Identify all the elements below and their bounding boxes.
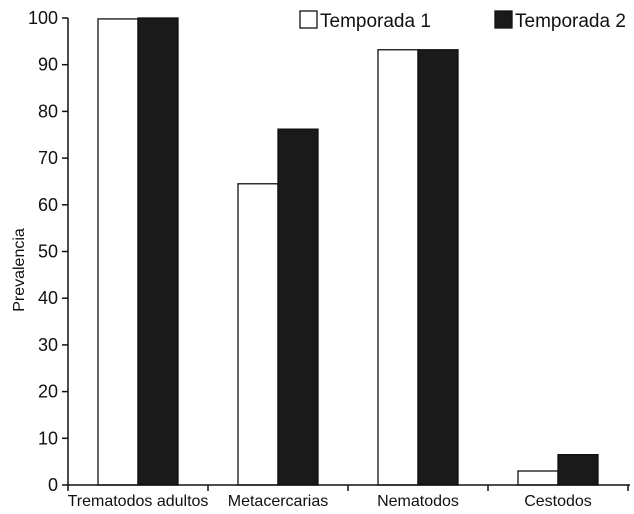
bar-1-1 bbox=[97, 18, 139, 486]
x-category-label: Metacercarias bbox=[228, 493, 328, 510]
bar-2-3 bbox=[417, 49, 459, 486]
legend-swatch-2 bbox=[494, 10, 513, 29]
y-axis-title: Prevalencia bbox=[11, 228, 28, 312]
legend-label-2: Temporada 2 bbox=[515, 11, 626, 32]
y-tick-label: 60 bbox=[38, 195, 58, 215]
bar-2-1 bbox=[137, 17, 179, 486]
y-tick-label: 10 bbox=[38, 428, 58, 448]
legend-label-1: Temporada 1 bbox=[320, 11, 431, 32]
y-tick-label: 80 bbox=[38, 101, 58, 121]
x-category-label: Trematodos adultos bbox=[68, 493, 209, 510]
legend: Temporada 1 Temporada 2 bbox=[299, 10, 626, 32]
y-tick-label: 30 bbox=[38, 335, 58, 355]
y-tick-label: 70 bbox=[38, 148, 58, 168]
bar-1-2 bbox=[237, 183, 279, 486]
y-axis-title-group: Prevalencia bbox=[11, 228, 28, 312]
x-category-label: Nematodos bbox=[377, 493, 459, 510]
y-tick-label: 100 bbox=[28, 8, 58, 28]
x-axis-ticks: Trematodos adultos Metacercarias Nematodos… bbox=[67, 485, 629, 510]
y-tick-label: 20 bbox=[38, 382, 58, 402]
y-tick-label: 0 bbox=[48, 475, 58, 495]
x-category-label: Cestodos bbox=[524, 493, 592, 510]
y-tick-label: 50 bbox=[38, 242, 58, 262]
bar-1-3 bbox=[377, 49, 419, 486]
bar-1-4 bbox=[517, 470, 559, 486]
y-axis-ticks: 0 10 20 30 40 50 60 70 80 90 100 bbox=[28, 8, 68, 495]
bar-2-2 bbox=[277, 128, 319, 486]
bar-2-4 bbox=[557, 453, 599, 486]
legend-swatch-1 bbox=[299, 10, 318, 29]
bars-group bbox=[97, 17, 599, 486]
y-tick-label: 40 bbox=[38, 288, 58, 308]
y-tick-label: 90 bbox=[38, 55, 58, 75]
